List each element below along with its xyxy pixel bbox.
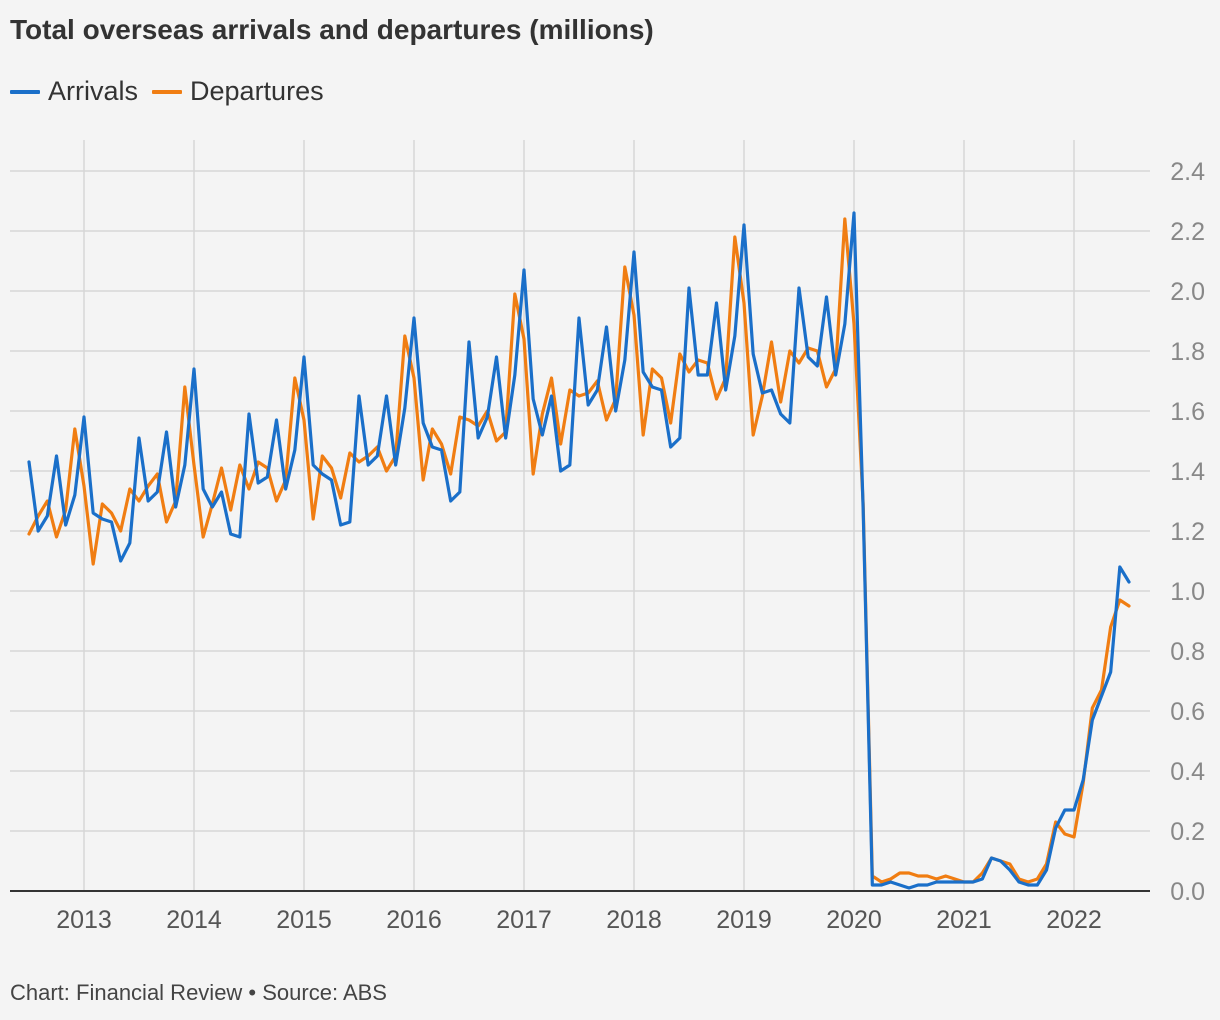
x-tick-label: 2020: [826, 906, 882, 934]
x-tick-label: 2016: [386, 906, 442, 934]
legend-swatch-departures: [152, 89, 183, 94]
legend-label-arrivals: Arrivals: [48, 76, 139, 106]
legend-label-departures: Departures: [190, 76, 324, 106]
y-tick-label: 0.0: [1170, 878, 1205, 906]
x-tick-label: 2019: [716, 906, 772, 934]
x-tick-label: 2022: [1046, 906, 1102, 934]
legend-item-arrivals: Arrivals: [10, 76, 138, 107]
x-tick-label: 2015: [276, 906, 332, 934]
legend-swatch-arrivals: [10, 89, 40, 94]
y-tick-label: 2.0: [1170, 278, 1205, 306]
y-tick-label: 1.2: [1170, 518, 1205, 546]
x-tick-label: 2017: [496, 906, 552, 934]
y-tick-label: 0.4: [1170, 758, 1205, 786]
legend-item-departures: Departures: [152, 76, 324, 107]
y-tick-label: 1.8: [1170, 338, 1205, 366]
chart-title: Total overseas arrivals and departures (…: [10, 14, 654, 45]
x-tick-label: 2013: [56, 906, 112, 934]
line-chart: 0.0 0.2 0.4 0.6 0.8 1.0 1.2 1.4 1.6 1.8 2.0 2.2 2.4 2…: [10, 140, 1205, 934]
y-tick-label: 0.6: [1170, 698, 1205, 726]
y-tick-label: 2.4: [1170, 158, 1205, 186]
y-tick-label: 0.8: [1170, 638, 1205, 666]
y-tick-label: 1.0: [1170, 578, 1205, 606]
chart-footer: Chart: Financial Review • Source: ABS: [10, 980, 387, 1005]
y-tick-label: 0.2: [1170, 818, 1205, 846]
legend: Arrivals Departures: [10, 76, 338, 107]
y-tick-label: 2.2: [1170, 218, 1205, 246]
series-line-arrivals: [27, 211, 1131, 890]
x-tick-label: 2014: [166, 906, 222, 934]
y-tick-label: 1.4: [1170, 458, 1205, 486]
x-tick-label: 2018: [606, 906, 662, 934]
x-tick-label: 2021: [936, 906, 992, 934]
y-tick-label: 1.6: [1170, 398, 1205, 426]
